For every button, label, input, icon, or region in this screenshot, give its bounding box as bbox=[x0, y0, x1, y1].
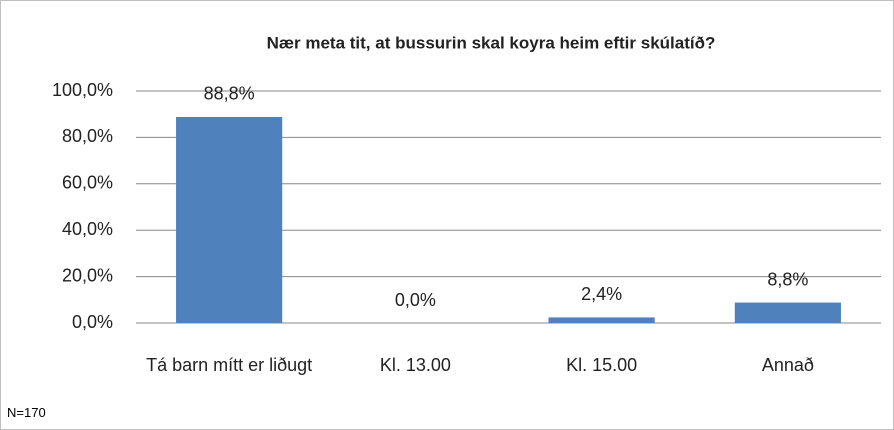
x-tick-label: Kl. 15.00 bbox=[566, 355, 638, 375]
value-label: 88,8% bbox=[204, 84, 255, 104]
y-tick-label: 60,0% bbox=[62, 173, 113, 193]
bar bbox=[176, 116, 283, 323]
y-tick-label: 0,0% bbox=[72, 312, 113, 332]
annotation: N=170 bbox=[7, 405, 46, 420]
chart-title: Nær meta tit, at bussurin skal koyra hei… bbox=[267, 33, 716, 52]
value-label: 2,4% bbox=[581, 284, 622, 304]
y-tick-label: 80,0% bbox=[62, 126, 113, 146]
x-tick-label: Annað bbox=[761, 355, 814, 375]
y-tick-label: 20,0% bbox=[62, 265, 113, 285]
y-tick-label: 100,0% bbox=[52, 80, 113, 100]
x-tick-label: Tá barn mítt er liðugt bbox=[146, 355, 313, 375]
bar bbox=[734, 302, 841, 323]
x-tick-label: Kl. 13.00 bbox=[379, 355, 451, 375]
y-tick-label: 40,0% bbox=[62, 219, 113, 239]
bar bbox=[548, 317, 655, 323]
value-label: 8,8% bbox=[767, 269, 808, 289]
value-label: 0,0% bbox=[395, 290, 436, 310]
